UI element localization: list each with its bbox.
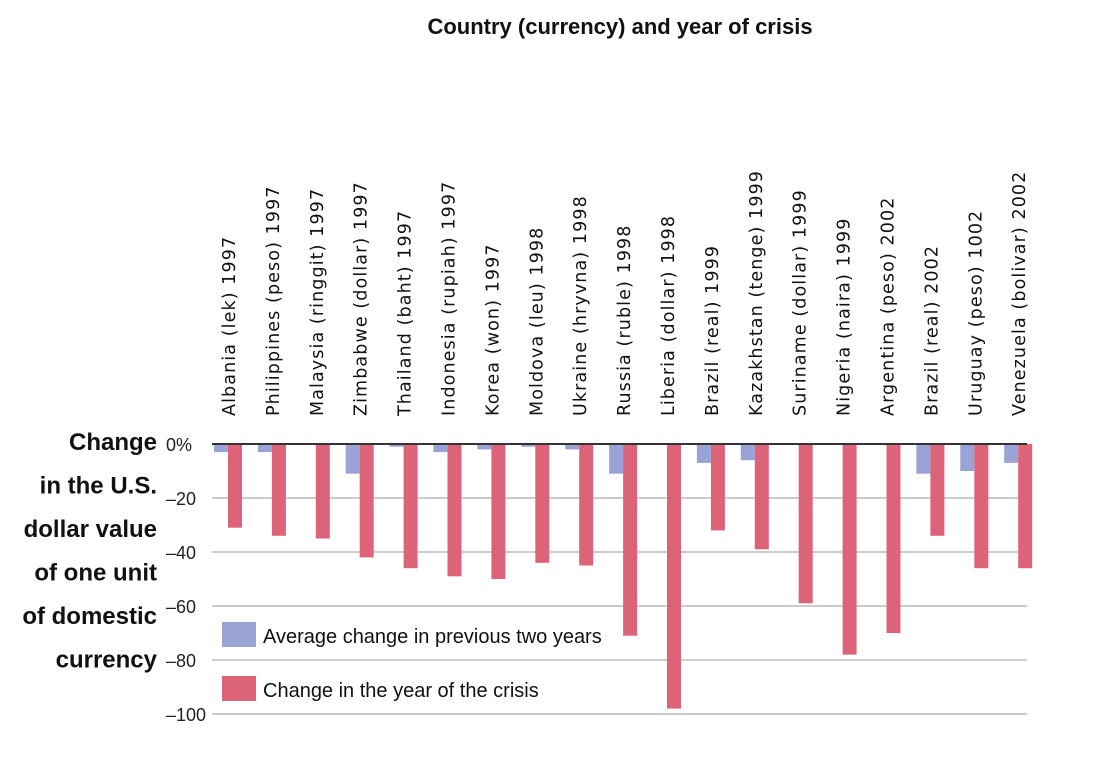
bar-previous-two-years — [521, 444, 536, 447]
category-label: Korea (won) 1997 — [483, 243, 503, 416]
category-label: Suriname (dollar) 1999 — [791, 189, 811, 416]
bars — [214, 444, 1033, 709]
bar-crisis-year — [447, 444, 462, 577]
bar-previous-two-years — [609, 444, 624, 474]
y-tick-label: –60 — [166, 597, 196, 617]
category-label: Brazil (real) 2002 — [922, 245, 942, 416]
category-label: Philippines (peso) 1997 — [264, 185, 284, 416]
y-axis-label-line: dollar value — [24, 516, 157, 543]
legend: Average change in previous two years Chan… — [222, 622, 602, 702]
category-label: Kazakhstan (tenge) 1999 — [747, 170, 767, 416]
category-label: Malaysia (ringgit) 1997 — [308, 188, 328, 416]
bar-previous-two-years — [740, 444, 755, 461]
bar-crisis-year — [798, 444, 813, 604]
y-tick-labels: 0% –20 –40 –60 –80 –100 — [166, 435, 206, 725]
bar-previous-two-years — [565, 444, 580, 450]
bar-crisis-year — [842, 444, 857, 655]
bar-previous-two-years — [1004, 444, 1019, 463]
bar-previous-two-years — [916, 444, 931, 474]
y-axis-label-line: in the U.S. — [40, 473, 157, 500]
bar-previous-two-years — [477, 444, 492, 450]
y-tick-label: –20 — [166, 489, 196, 509]
legend-swatch — [222, 676, 256, 701]
y-axis-label-line: currency — [56, 647, 158, 674]
bar-previous-two-years — [960, 444, 975, 471]
bar-crisis-year — [710, 444, 725, 531]
category-label: Liberia (dollar) 1998 — [659, 215, 679, 416]
y-axis-label: Change in the U.S. dollar value of one unit… — [22, 429, 157, 674]
bar-previous-two-years — [345, 444, 360, 474]
bar-previous-two-years — [696, 444, 711, 463]
bar-previous-two-years — [214, 444, 228, 453]
y-axis-label-line: of domestic — [22, 603, 157, 630]
bar-crisis-year — [491, 444, 506, 579]
category-label: Argentina (peso) 2002 — [879, 197, 899, 416]
bar-previous-two-years — [257, 444, 272, 453]
category-label: Indonesia (rupiah) 1997 — [440, 181, 460, 416]
bar-crisis-year — [623, 444, 638, 636]
bar-crisis-year — [667, 444, 681, 709]
bar-previous-two-years — [433, 444, 448, 453]
category-label: Venezuela (bolivar) 2002 — [1010, 171, 1030, 416]
category-label: Zimbabwe (dollar) 1997 — [352, 181, 372, 416]
bar-crisis-year — [886, 444, 901, 633]
y-tick-label: –40 — [166, 543, 196, 563]
bar-crisis-year — [403, 444, 418, 569]
bar-crisis-year — [271, 444, 286, 536]
legend-swatch — [222, 622, 256, 647]
bar-previous-two-years — [389, 444, 404, 447]
y-axis-label-line: Change — [69, 429, 157, 456]
category-label: Albania (lek) 1997 — [220, 236, 240, 416]
y-tick-label: –100 — [166, 705, 206, 725]
category-label: Moldova (leu) 1998 — [527, 227, 547, 416]
category-label: Ukraine (hryvna) 1998 — [571, 195, 591, 416]
y-tick-label: 0% — [166, 435, 192, 455]
bar-crisis-year — [535, 444, 550, 563]
category-label: Brazil (real) 1999 — [703, 245, 723, 416]
category-label: Uruguay (peso) 1002 — [966, 210, 986, 416]
bar-crisis-year — [1018, 444, 1033, 569]
legend-label: Change in the year of the crisis — [263, 680, 539, 702]
y-tick-label: –80 — [166, 651, 196, 671]
category-label: Nigeria (naira) 1999 — [835, 217, 855, 416]
bar-crisis-year — [315, 444, 330, 539]
bar-crisis-year — [930, 444, 945, 536]
y-axis-label-line: of one unit — [34, 560, 157, 587]
category-label: Russia (ruble) 1998 — [615, 224, 635, 416]
bar-crisis-year — [754, 444, 769, 550]
category-label: Thailand (baht) 1997 — [396, 210, 416, 417]
bar-crisis-year — [228, 444, 242, 528]
category-labels: Albania (lek) 1997 Philippines (peso) 199… — [220, 170, 1030, 417]
legend-label: Average change in previous two years — [263, 626, 602, 648]
chart-title: Country (currency) and year of crisis — [427, 14, 812, 39]
bar-crisis-year — [974, 444, 989, 569]
bar-crisis-year — [359, 444, 374, 558]
bar-crisis-year — [579, 444, 594, 566]
